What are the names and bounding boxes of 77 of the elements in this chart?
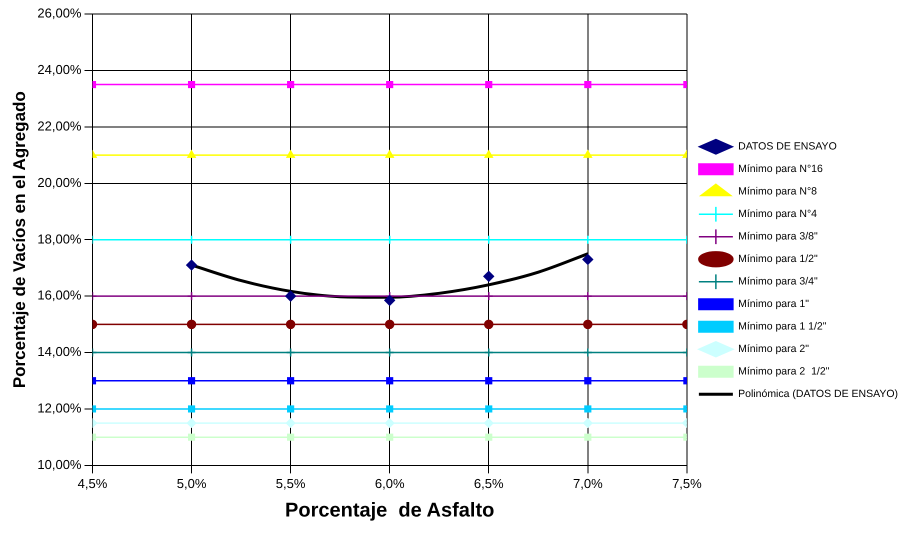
point: [584, 405, 592, 413]
point: [484, 320, 494, 330]
point: [386, 377, 394, 384]
x-tick-label: 6,5%: [474, 476, 504, 491]
x-tick-label: 5,0%: [176, 476, 207, 491]
point: [287, 405, 294, 413]
x-tick-label: 6,0%: [374, 476, 405, 491]
point: [188, 434, 196, 441]
point: [484, 150, 493, 158]
x-tick-label: 7,0%: [572, 476, 604, 491]
point: [584, 80, 592, 88]
legend-label: DATOS DE ENSAYO: [738, 140, 837, 153]
y-tick-label: 24,00%: [37, 62, 82, 78]
point: [188, 80, 196, 88]
legend-label: Mínimo para 1/2": [738, 253, 818, 266]
point: [186, 291, 196, 301]
point: [484, 348, 494, 358]
y-tick-label: 10,00%: [37, 456, 82, 472]
point: [287, 434, 294, 441]
point: [384, 348, 394, 358]
point: [582, 254, 594, 265]
point: [583, 418, 593, 428]
y-tick-label: 26,00%: [37, 6, 82, 21]
point: [384, 418, 394, 428]
point: [483, 270, 494, 282]
y-tick-label: 20,00%: [37, 174, 82, 190]
point: [485, 434, 492, 441]
point: [186, 348, 196, 358]
legend-label: Polinómica (DATOS DE ENSAYO): [738, 388, 898, 400]
x-tick-label: 5,5%: [276, 476, 306, 491]
point: [286, 320, 296, 330]
y-tick-label: 14,00%: [37, 344, 82, 360]
point: [286, 150, 295, 158]
point: [385, 150, 394, 158]
point: [188, 405, 196, 413]
legend-label: Mínimo para 1 1/2": [738, 320, 827, 333]
point: [386, 80, 394, 88]
legend-label: Mínimo para 1": [738, 298, 810, 310]
point: [583, 348, 593, 358]
y-tick-label: 18,00%: [37, 231, 82, 246]
point: [386, 405, 394, 413]
y-axis-title: Porcentaje de Vacíos en el Agregado: [10, 91, 29, 388]
point: [484, 418, 494, 428]
legend-label: Mínimo para N°8: [738, 186, 818, 198]
point: [287, 377, 294, 384]
point: [583, 291, 593, 301]
point: [187, 150, 196, 158]
point: [485, 405, 492, 413]
point: [584, 377, 592, 384]
legend-label: Mínimo para 2 1/2": [738, 366, 830, 378]
point: [286, 348, 296, 358]
legend-label: Mínimo para 3/8": [738, 230, 818, 243]
point: [186, 320, 196, 330]
point: [485, 377, 492, 384]
point: [186, 418, 196, 428]
point: [287, 80, 294, 88]
point: [484, 291, 494, 301]
x-tick-label: 7,5%: [672, 476, 702, 491]
legend-label: Mínimo para N°16: [738, 163, 824, 176]
y-tick-label: 12,00%: [37, 400, 82, 416]
y-tick-label: 16,00%: [37, 288, 82, 303]
x-tick-label: 4,5%: [78, 476, 108, 491]
legend-label: Mínimo para N°4: [738, 208, 818, 220]
point: [286, 418, 296, 428]
point: [384, 320, 394, 330]
legend-label: Mínimo para 2": [738, 343, 810, 356]
legend-label: Mínimo para 3/4": [738, 276, 818, 288]
point: [384, 294, 396, 306]
point: [584, 150, 592, 158]
point: [188, 377, 196, 384]
x-axis-title: Porcentaje de Asfalto: [285, 500, 494, 522]
point: [386, 434, 394, 441]
point: [583, 320, 593, 330]
y-tick-label: 22,00%: [37, 118, 82, 134]
point: [485, 80, 492, 88]
point: [186, 260, 198, 271]
point: [584, 434, 592, 441]
